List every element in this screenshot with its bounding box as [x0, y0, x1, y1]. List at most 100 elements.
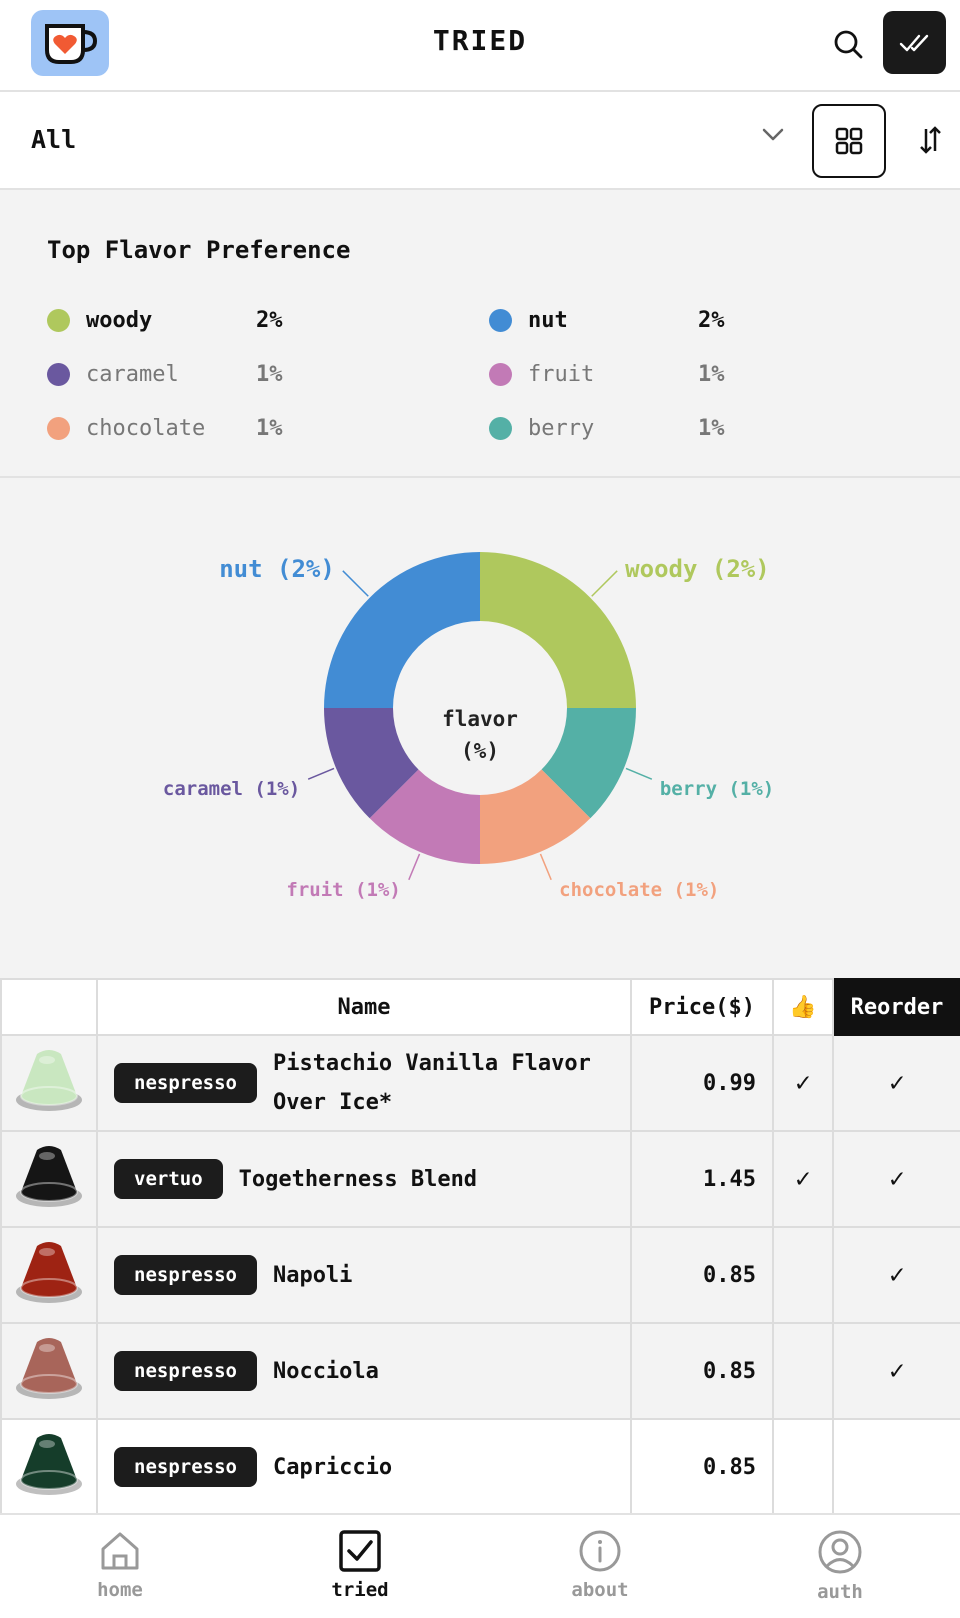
grid-view-button[interactable]	[812, 104, 886, 178]
nav-label-home: home	[97, 1579, 143, 1601]
flavor-color-dot	[47, 416, 70, 440]
flavor-color-dot	[489, 308, 512, 332]
nav-label-auth: auth	[817, 1581, 863, 1603]
nav-item-about[interactable]: about	[540, 1529, 660, 1601]
flavor-item-caramel: caramel 1%	[47, 354, 467, 394]
reorder-cell[interactable]: ✓	[832, 1322, 960, 1420]
brand-badge[interactable]: nespresso	[114, 1351, 257, 1391]
table-row[interactable]: nespresso Capriccio 0.85	[0, 1418, 960, 1516]
grid-icon	[835, 127, 863, 155]
reorder-cell[interactable]	[832, 1418, 960, 1516]
donut-slice-caramel[interactable]	[324, 708, 419, 819]
capsule-image	[16, 1338, 82, 1399]
nav-item-auth[interactable]: auth	[780, 1529, 900, 1603]
donut-slice-chocolate[interactable]	[480, 769, 591, 864]
like-cell[interactable]	[772, 1226, 834, 1324]
chart-label-woody: woody (2%)	[625, 555, 770, 583]
flavor-color-dot	[489, 416, 512, 440]
leader-line-fruit	[408, 853, 421, 881]
reorder-cell[interactable]: ✓	[832, 1034, 960, 1132]
price-column-header[interactable]: Price($)	[630, 978, 774, 1036]
chevron-down-icon	[762, 128, 784, 141]
product-name[interactable]: Napoli	[272, 1262, 353, 1288]
table-row[interactable]: nespresso Pistachio Vanilla Flavor Over I…	[0, 1034, 960, 1132]
reorder-cell[interactable]: ✓	[832, 1226, 960, 1324]
product-name[interactable]: Pistachio Vanilla Flavor Over Ice*	[272, 1051, 591, 1115]
name-cell: nespresso Nocciola	[96, 1322, 632, 1420]
flavor-percent: 1%	[256, 415, 283, 441]
brand-badge[interactable]: nespresso	[114, 1255, 257, 1295]
flavor-item-woody: woody 2%	[47, 300, 467, 340]
capsule-image-cell	[0, 1322, 98, 1420]
check-icon: ✓	[795, 1068, 811, 1098]
chart-center-unit: (%)	[461, 739, 499, 763]
capsule-image	[16, 1146, 82, 1207]
reorder-column-header[interactable]: Reorder	[832, 978, 960, 1036]
chart-center-label: flavor	[442, 707, 518, 731]
reorder-cell[interactable]: ✓	[832, 1130, 960, 1228]
name-cell: nespresso Pistachio Vanilla Flavor Over I…	[96, 1034, 632, 1132]
brand-badge[interactable]: nespresso	[114, 1447, 257, 1487]
chart-label-nut: nut (2%)	[219, 555, 335, 583]
donut-slice-woody[interactable]	[480, 552, 636, 708]
sort-button[interactable]	[910, 120, 950, 160]
like-column-header[interactable]: 👍	[772, 978, 834, 1036]
mark-all-button[interactable]	[883, 11, 946, 74]
price-cell: 0.85	[630, 1226, 774, 1324]
info-icon	[579, 1530, 621, 1572]
flavor-name: nut	[528, 307, 568, 333]
product-name[interactable]: Togetherness Blend	[238, 1166, 478, 1192]
name-cell: nespresso Capriccio	[96, 1418, 632, 1516]
table-row[interactable]: vertuo Togetherness Blend 1.45 ✓ ✓	[0, 1130, 960, 1228]
flavor-preference-panel: Top Flavor Preference woody 2% nut 2% ca…	[0, 190, 960, 478]
capsule-image-cell	[0, 1226, 98, 1324]
donut-slice-berry[interactable]	[541, 708, 636, 819]
search-button[interactable]	[826, 22, 870, 66]
category-select[interactable]: All	[31, 116, 791, 162]
check-icon: ✓	[889, 1260, 905, 1290]
checkbox-icon	[339, 1530, 381, 1572]
leader-line-caramel	[307, 767, 335, 780]
brand-badge[interactable]: vertuo	[114, 1159, 223, 1199]
name-column-header[interactable]: Name	[96, 978, 632, 1036]
like-cell[interactable]	[772, 1322, 834, 1420]
check-icon: ✓	[795, 1164, 811, 1194]
chart-label-fruit: fruit (1%)	[286, 879, 400, 901]
product-name[interactable]: Nocciola	[272, 1358, 379, 1384]
flavor-item-fruit: fruit 1%	[489, 354, 909, 394]
donut-slice-nut[interactable]	[324, 552, 480, 708]
flavor-percent: 1%	[256, 361, 283, 387]
table-row[interactable]: nespresso Napoli 0.85 ✓	[0, 1226, 960, 1324]
app-header: TRIED	[0, 0, 960, 92]
check-icon: ✓	[889, 1356, 905, 1386]
like-cell[interactable]: ✓	[772, 1034, 834, 1132]
flavor-item-chocolate: chocolate 1%	[47, 408, 467, 448]
flavor-percent: 1%	[698, 415, 725, 441]
leader-line-chocolate	[539, 853, 552, 881]
price-cell: 0.85	[630, 1322, 774, 1420]
product-name[interactable]: Capriccio	[272, 1454, 393, 1480]
flavor-preference-title: Top Flavor Preference	[47, 236, 351, 264]
leader-line-nut	[342, 570, 369, 597]
flavor-color-dot	[489, 362, 512, 386]
home-icon	[101, 1532, 139, 1570]
capsule-image-cell	[0, 1034, 98, 1132]
flavor-name: berry	[528, 415, 595, 441]
price-cell: 0.99	[630, 1034, 774, 1132]
donut-slice-fruit[interactable]	[369, 769, 480, 864]
check-icon: ✓	[889, 1068, 905, 1098]
table-header-row: Name Price($) 👍 Reorder	[0, 978, 960, 1036]
filter-bar: All	[0, 92, 960, 190]
name-cell: vertuo Togetherness Blend	[96, 1130, 632, 1228]
like-cell[interactable]: ✓	[772, 1130, 834, 1228]
app-logo[interactable]	[31, 10, 109, 76]
brand-badge[interactable]: nespresso	[114, 1063, 257, 1103]
capsule-image	[16, 1434, 82, 1495]
nav-item-tried[interactable]: tried	[300, 1529, 420, 1601]
like-cell[interactable]	[772, 1418, 834, 1516]
image-column-header	[0, 978, 98, 1036]
table-row[interactable]: nespresso Nocciola 0.85 ✓	[0, 1322, 960, 1420]
flavor-name: fruit	[528, 361, 595, 387]
sort-arrows-icon	[920, 126, 941, 154]
nav-item-home[interactable]: home	[60, 1529, 180, 1601]
